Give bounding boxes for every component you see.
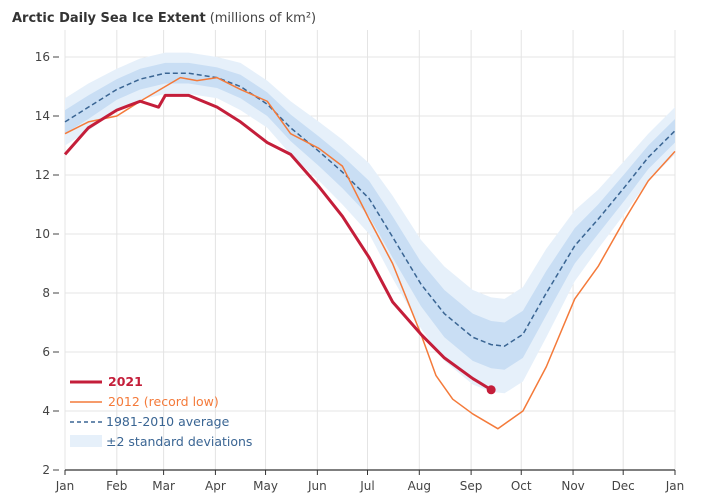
- x-tick-label: Jan: [665, 479, 685, 493]
- x-tick-label: May: [253, 479, 278, 493]
- x-tick-label: Jun: [307, 479, 327, 493]
- line-2021: [63, 93, 492, 392]
- line-average: [64, 72, 676, 347]
- legend-swatch-band: [70, 435, 102, 447]
- svg-text:Arctic Daily Sea Ice Extent(mi: Arctic Daily Sea Ice Extent (millions of …: [12, 11, 316, 26]
- y-tick-label: 12: [35, 168, 50, 182]
- y-tick-label: 10: [35, 227, 50, 241]
- y-tick-label: 8: [42, 286, 50, 300]
- x-tick-label: Jan: [55, 479, 75, 493]
- chart-subtitle: (millions of km²): [210, 11, 316, 26]
- x-tick-label: Sep: [460, 479, 483, 493]
- x-tick-label: Oct: [511, 479, 532, 493]
- x-tick-label: Dec: [612, 479, 635, 493]
- endpoint-2021: [486, 385, 496, 395]
- x-tick-label: Feb: [106, 479, 127, 493]
- x-tick-label: Jul: [359, 479, 374, 493]
- y-tick-label: 6: [42, 345, 50, 359]
- x-tick-label: Aug: [408, 479, 431, 493]
- line-2012: [64, 76, 676, 430]
- y-tick-label: 2: [42, 463, 50, 477]
- y-tick-label: 4: [42, 404, 50, 418]
- x-tick-label: Mar: [152, 479, 175, 493]
- x-tick-label: Nov: [561, 479, 584, 493]
- x-tick-label: Apr: [205, 479, 226, 493]
- y-tick-label: 16: [35, 50, 50, 64]
- y-tick-label: 14: [35, 109, 50, 123]
- band-1sd: [65, 62, 675, 370]
- legend-label-2021: 2021: [108, 374, 143, 389]
- legend: 2021 2012 (record low) 1981-2010 average…: [70, 374, 252, 449]
- band-2sd: [65, 52, 675, 394]
- chart-title: Arctic Daily Sea Ice Extent: [12, 11, 206, 26]
- legend-label-average: 1981-2010 average: [106, 414, 230, 429]
- legend-label-2012: 2012 (record low): [108, 394, 219, 409]
- legend-label-band: ±2 standard deviations: [106, 434, 252, 449]
